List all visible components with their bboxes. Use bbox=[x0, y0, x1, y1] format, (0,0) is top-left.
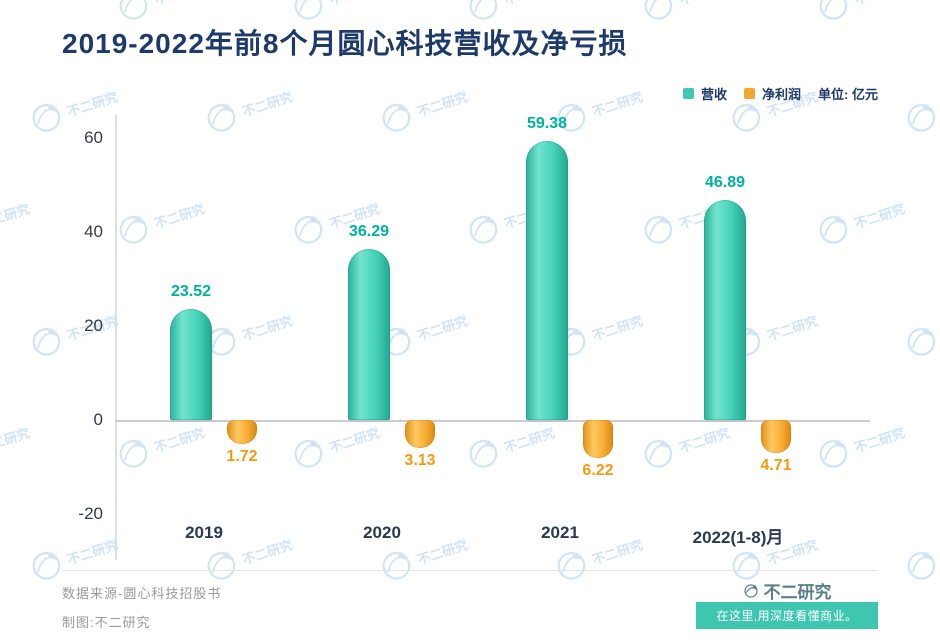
plot-area: 60 40 20 0 -20 23.52 1.72 2019 36.29 3.1… bbox=[78, 115, 885, 560]
y-tick: 20 bbox=[84, 316, 103, 335]
y-tick: 40 bbox=[84, 222, 103, 241]
profit-value-label: 4.71 bbox=[760, 457, 792, 475]
bar-group: 36.29 3.13 2020 bbox=[293, 115, 471, 560]
revenue-value-label: 59.38 bbox=[526, 114, 568, 132]
category-label: 2022(1-8)月 bbox=[692, 528, 784, 547]
revenue-value-label: 36.29 bbox=[348, 223, 390, 241]
watermark-logo: 不二研究 bbox=[25, 527, 122, 587]
profit-value-label: 6.22 bbox=[582, 461, 614, 479]
legend-profit-label: 净利润 bbox=[762, 87, 802, 102]
revenue-value-label: 23.52 bbox=[170, 283, 212, 301]
category-label: 2021 bbox=[541, 523, 579, 542]
brand: 不二研究 bbox=[696, 578, 878, 603]
y-tick: -20 bbox=[78, 504, 103, 523]
watermark-logo: 不二研究 bbox=[637, 0, 734, 27]
profit-value-label: 3.13 bbox=[404, 452, 436, 470]
profit-value-label: 1.72 bbox=[226, 447, 258, 465]
legend-revenue-swatch bbox=[683, 88, 695, 99]
watermark-logo: 不二研究 bbox=[812, 0, 909, 27]
revenue-bar bbox=[526, 140, 568, 420]
profit-bar bbox=[405, 420, 435, 449]
y-tick: 0 bbox=[93, 410, 103, 429]
legend-revenue-label: 营收 bbox=[701, 87, 728, 102]
revenue-bar bbox=[348, 249, 390, 420]
revenue-value-label: 46.89 bbox=[704, 173, 746, 191]
profit-bar bbox=[761, 420, 791, 454]
category-label: 2019 bbox=[185, 523, 223, 542]
profit-bar bbox=[583, 420, 613, 458]
chart-title: 2019-2022年前8个月圆心科技营收及净亏损 bbox=[62, 28, 628, 59]
tagline-badge: 在这里,用深度看懂商业。 bbox=[696, 602, 878, 629]
legend: 营收 净利润 单位: 亿元 bbox=[683, 84, 878, 103]
bar-group: 59.38 6.22 2021 bbox=[471, 115, 649, 560]
legend-profit-swatch bbox=[744, 88, 756, 99]
revenue-bar bbox=[704, 199, 746, 420]
bar-group: 23.52 1.72 2019 bbox=[115, 115, 293, 560]
y-axis-line bbox=[115, 115, 117, 560]
watermark-logo: 不二研究 bbox=[0, 200, 32, 232]
bar-group: 46.89 4.71 2022(1-8)月 bbox=[649, 115, 827, 560]
profit-bar bbox=[227, 420, 257, 444]
revenue-bar bbox=[170, 309, 212, 420]
watermark-logo: 不二研究 bbox=[900, 303, 940, 363]
footer-divider bbox=[62, 570, 878, 571]
brand-logo-icon bbox=[743, 583, 758, 598]
unit-label: 单位: 亿元 bbox=[818, 87, 878, 102]
watermark-logo: 不二研究 bbox=[900, 79, 940, 139]
y-tick: 60 bbox=[84, 128, 103, 147]
category-label: 2020 bbox=[363, 523, 401, 542]
watermark-logo: 不二研究 bbox=[0, 0, 34, 27]
brand-name: 不二研究 bbox=[763, 583, 832, 602]
watermark-logo: 不二研究 bbox=[900, 527, 940, 587]
source-text: 数据来源-圆心科技招股书 bbox=[62, 586, 222, 601]
watermark-logo: 不二研究 bbox=[0, 424, 32, 456]
credit-text: 制图:不二研究 bbox=[62, 615, 151, 630]
zero-line bbox=[115, 420, 870, 422]
